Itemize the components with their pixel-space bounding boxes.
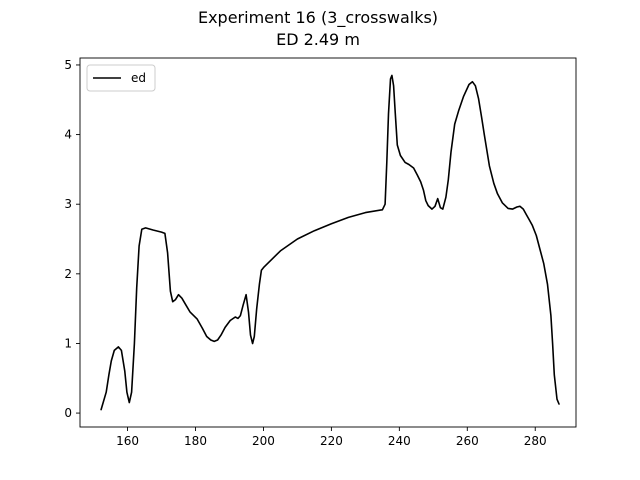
- x-tick-label: 240: [388, 434, 411, 448]
- chart-title: Experiment 16 (3_crosswalks): [198, 8, 438, 28]
- x-tick-label: 220: [320, 434, 343, 448]
- y-tick-label: 5: [64, 58, 72, 72]
- y-tick-label: 1: [64, 336, 72, 350]
- chart-subtitle: ED 2.49 m: [276, 30, 360, 49]
- y-tick-label: 4: [64, 128, 72, 142]
- x-tick-label: 280: [524, 434, 547, 448]
- legend-label: ed: [131, 71, 146, 85]
- y-tick-label: 2: [64, 267, 72, 281]
- y-tick-label: 3: [64, 197, 72, 211]
- series-line-ed: [100, 74, 560, 411]
- plot-area: 160 180 200 220 240 260 280 0 1 2 3 4 5 ed: [64, 57, 577, 448]
- y-tick-label: 0: [64, 406, 72, 420]
- x-tick-label: 260: [456, 434, 479, 448]
- axes-frame: [79, 57, 577, 428]
- x-tick-label: 200: [252, 434, 275, 448]
- x-tick-label: 160: [116, 434, 139, 448]
- x-tick-label: 180: [184, 434, 207, 448]
